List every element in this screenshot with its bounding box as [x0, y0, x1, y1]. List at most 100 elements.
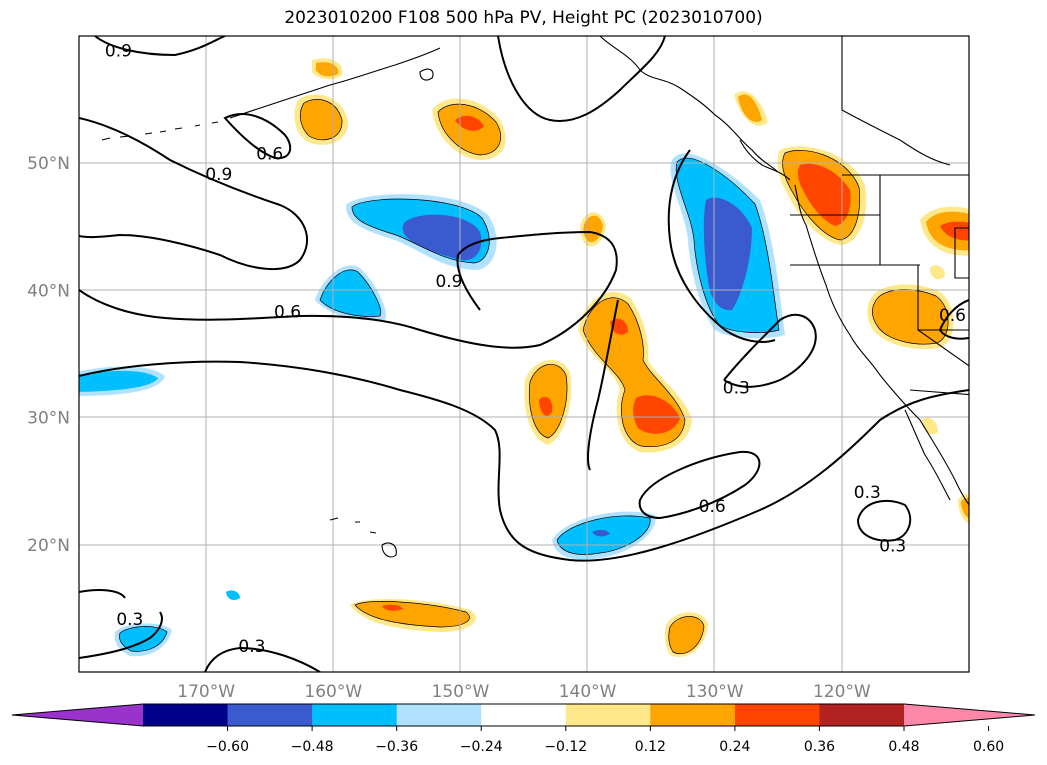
aleutian-islands — [101, 121, 219, 141]
contour-line — [638, 450, 761, 520]
colorbar-tick-label: −0.36 — [375, 739, 418, 755]
positive-anomaly — [798, 163, 851, 226]
contour-line — [79, 589, 126, 599]
contour-label: 0.6 — [699, 497, 726, 517]
colorbar-tick-label: 0.48 — [888, 739, 919, 755]
colorbar-tick-label: 0.36 — [804, 739, 835, 755]
lat-tick-label: 50°N — [27, 154, 70, 174]
utah-border — [954, 227, 969, 279]
colorbar-segment — [565, 704, 651, 726]
positive-anomaly — [583, 215, 603, 243]
us-mexico-border — [909, 389, 969, 396]
contour-label: 0.3 — [854, 483, 881, 503]
coastlines — [101, 36, 969, 558]
colorbar-tick-label: −0.24 — [460, 739, 503, 755]
shading-outline — [319, 269, 382, 317]
west-coast — [805, 224, 969, 506]
colorbar-tick-label: −0.12 — [544, 739, 587, 755]
gridlines — [79, 36, 969, 672]
shading-outline — [354, 601, 470, 628]
hawaii-islands — [329, 517, 397, 558]
contour-line — [79, 117, 309, 271]
height-contours — [79, 36, 969, 672]
bc-coast — [739, 139, 807, 226]
lat-tick-label: 30°N — [27, 409, 70, 429]
latitude-labels: 20°N 30°N 40°N 50°N — [27, 154, 70, 556]
shading-outline — [582, 297, 686, 447]
lat-tick-label: 40°N — [27, 281, 70, 301]
colorbar-outline — [11, 703, 1036, 727]
colorbar-segment — [396, 704, 482, 726]
contour-line — [204, 646, 321, 672]
contour-line — [223, 113, 292, 160]
shading-outline — [782, 150, 860, 241]
colorbar-tick-label: 0.24 — [719, 739, 750, 755]
contour-line — [497, 36, 666, 122]
shading-outline — [556, 515, 651, 555]
map-frame — [78, 35, 970, 673]
baja-coast — [904, 409, 951, 501]
shading-outline — [119, 626, 168, 652]
colorbar-segment — [143, 704, 229, 726]
canada-interior-border — [841, 36, 951, 166]
lon-tick-label: 170°W — [177, 682, 235, 702]
lon-tick-label: 140°W — [559, 682, 617, 702]
colorbar-tick-label: −0.60 — [206, 739, 249, 755]
contour-label: 0.9 — [105, 42, 132, 62]
positive-anomaly — [539, 396, 553, 416]
shading-outline — [299, 99, 343, 141]
contour-labels: 0.9 0.6 0.9 0.9 0.6 0.3 0.3 0.6 0.3 0.3 0.3 0.6 — [105, 42, 966, 657]
negative-anomaly — [226, 590, 240, 600]
positive-anomaly — [455, 115, 484, 131]
colorbar-tick-label: 0.12 — [635, 739, 666, 755]
positive-anomaly — [300, 99, 343, 140]
contour-line — [723, 313, 817, 388]
positive-anomaly — [668, 616, 704, 654]
kodiak-island — [419, 68, 434, 81]
negative-anomaly — [79, 370, 158, 392]
map-area — [79, 36, 969, 672]
contour-line — [938, 299, 969, 340]
shading-outlines — [119, 99, 949, 654]
positive-anomaly — [930, 265, 945, 280]
positive-anomaly — [382, 604, 403, 611]
contour-label: 0.6 — [274, 302, 301, 322]
lat-tick-label: 20°N — [27, 536, 70, 556]
colorbar-tick-label: −0.48 — [291, 739, 334, 755]
colorbar: −0.60 −0.48 −0.36 −0.24 −0.12 0.12 0.24 0.36 0.4… — [11, 703, 1036, 755]
shading-outline — [351, 198, 490, 264]
colorbar-segment — [734, 704, 820, 726]
positive-anomaly — [738, 94, 762, 122]
negative-anomaly — [592, 529, 610, 537]
contour-label: 0.6 — [256, 145, 283, 165]
alaska-peninsula — [229, 47, 441, 119]
colorbar-segment — [481, 704, 567, 726]
colorbar-segment — [819, 704, 905, 726]
contour-line — [856, 499, 912, 542]
contour-line — [587, 299, 619, 471]
contour-label: 0.3 — [723, 379, 750, 399]
shading-outline — [437, 103, 501, 156]
positive-anomaly — [633, 395, 680, 434]
colorbar-tick-label: 0.60 — [973, 739, 1004, 755]
shading-outline — [675, 157, 780, 333]
lon-tick-label: 120°W — [813, 682, 871, 702]
lon-tick-label: 160°W — [304, 682, 362, 702]
alaska-coast — [599, 36, 779, 173]
plot-title: 2023010200 F108 500 hPa PV, Height PC (2… — [284, 8, 763, 28]
contour-label: 0.6 — [939, 306, 966, 326]
lon-tick-label: 130°W — [686, 682, 744, 702]
contour-line — [667, 149, 776, 343]
colorbar-segment — [312, 704, 398, 726]
contour-line — [79, 360, 969, 562]
colorbar-segment — [650, 704, 736, 726]
contour-line — [79, 611, 163, 659]
colorbar-extend-high — [904, 704, 1035, 726]
negative-anomaly — [402, 214, 482, 261]
lon-tick-label: 150°W — [432, 682, 490, 702]
shading-outline — [668, 616, 705, 654]
contour-line — [94, 36, 226, 57]
contour-label: 0.3 — [116, 610, 143, 630]
contour-label: 0.9 — [205, 165, 232, 185]
